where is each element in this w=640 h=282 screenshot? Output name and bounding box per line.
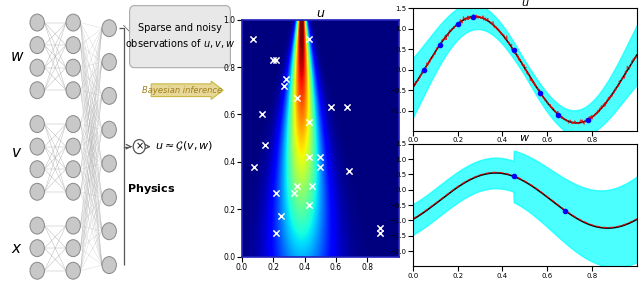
Title: $w$: $w$ <box>519 133 531 143</box>
Circle shape <box>66 262 81 279</box>
Circle shape <box>66 240 81 257</box>
Circle shape <box>102 121 116 138</box>
Text: $v$: $v$ <box>11 145 22 160</box>
FancyArrow shape <box>151 81 223 100</box>
Circle shape <box>30 116 44 133</box>
Text: Sparse and noisy
observations of $u, v, w$: Sparse and noisy observations of $u, v, … <box>125 23 235 50</box>
Point <box>248 36 258 41</box>
Circle shape <box>66 217 81 234</box>
Circle shape <box>30 138 44 155</box>
Point <box>452 22 463 26</box>
Point <box>435 43 445 47</box>
Point <box>289 190 299 195</box>
Circle shape <box>102 189 116 206</box>
FancyBboxPatch shape <box>129 6 230 68</box>
Circle shape <box>30 183 44 200</box>
Circle shape <box>102 54 116 70</box>
Point <box>271 231 282 235</box>
Circle shape <box>66 59 81 76</box>
Point <box>271 190 282 195</box>
Point <box>344 169 354 174</box>
Circle shape <box>66 161 81 178</box>
Text: Bayesian inference: Bayesian inference <box>142 86 223 95</box>
Circle shape <box>102 155 116 172</box>
Point <box>268 58 278 62</box>
Circle shape <box>30 217 44 234</box>
Circle shape <box>66 14 81 31</box>
Point <box>582 118 593 122</box>
Point <box>468 14 479 19</box>
Circle shape <box>30 240 44 257</box>
Circle shape <box>102 257 116 274</box>
Point <box>260 143 271 147</box>
Point <box>307 183 317 188</box>
Point <box>342 105 352 110</box>
Text: $w$: $w$ <box>10 49 24 64</box>
Point <box>281 77 291 81</box>
Circle shape <box>30 262 44 279</box>
Point <box>304 119 314 124</box>
Circle shape <box>66 37 81 54</box>
Text: $\times$: $\times$ <box>135 142 143 152</box>
Point <box>304 202 314 207</box>
Circle shape <box>30 14 44 31</box>
Circle shape <box>30 59 44 76</box>
Point <box>509 174 519 179</box>
Circle shape <box>30 82 44 99</box>
Circle shape <box>102 20 116 37</box>
Point <box>292 183 302 188</box>
Title: $u$: $u$ <box>520 0 529 8</box>
Point <box>419 67 429 72</box>
Text: $\mathbf{Physics}$: $\mathbf{Physics}$ <box>127 182 176 196</box>
Circle shape <box>66 116 81 133</box>
Circle shape <box>30 161 44 178</box>
Point <box>316 164 326 169</box>
Circle shape <box>102 223 116 240</box>
Point <box>509 48 519 52</box>
Circle shape <box>102 87 116 104</box>
Point <box>553 113 564 117</box>
Point <box>250 164 260 169</box>
Point <box>304 155 314 159</box>
Point <box>271 58 282 62</box>
Text: $x$: $x$ <box>11 241 22 256</box>
Title: $u$: $u$ <box>316 7 325 20</box>
Circle shape <box>30 37 44 54</box>
Point <box>375 226 385 230</box>
Circle shape <box>66 82 81 99</box>
Point <box>257 112 268 117</box>
Point <box>326 105 337 110</box>
Point <box>316 155 326 159</box>
Text: $u \approx \mathcal{G}(v,w)$: $u \approx \mathcal{G}(v,w)$ <box>155 140 213 153</box>
Point <box>304 36 314 41</box>
Point <box>276 214 286 219</box>
Point <box>292 96 302 100</box>
Point <box>279 84 289 88</box>
Point <box>560 208 570 213</box>
Point <box>535 91 545 95</box>
Circle shape <box>66 183 81 200</box>
Circle shape <box>66 138 81 155</box>
Circle shape <box>133 140 145 154</box>
Point <box>375 231 385 235</box>
